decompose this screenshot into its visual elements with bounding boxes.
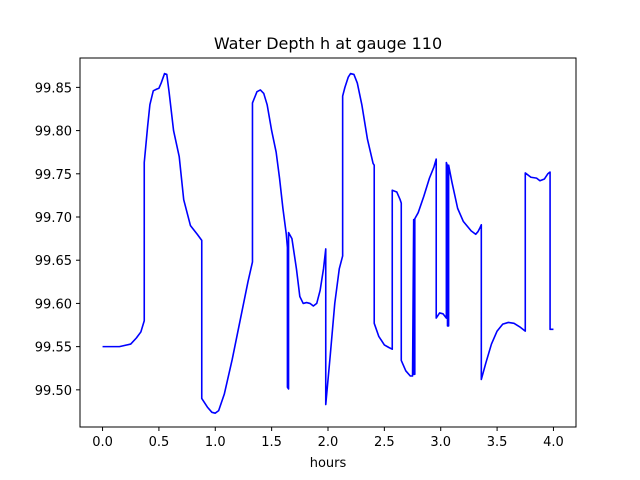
x-tick-label: 2.5 [374, 435, 395, 450]
x-axis: 0.0 0.5 1.0 1.5 2.0 2.5 3.0 3.5 4.0 [92, 427, 564, 450]
x-axis-label: hours [310, 456, 347, 471]
x-tick-label: 3.0 [430, 435, 451, 450]
plot-border [79, 57, 577, 428]
x-tick-label: 4.0 [543, 435, 564, 450]
plot-area [80, 58, 576, 427]
x-tick-label: 3.5 [487, 435, 508, 450]
x-tick-label: 1.0 [205, 435, 226, 450]
y-tick-label: 99.50 [35, 384, 72, 399]
y-tick-label: 99.85 [35, 81, 72, 96]
y-tick-label: 99.75 [35, 168, 72, 183]
y-tick-label: 99.55 [35, 341, 72, 356]
x-tick-label: 1.5 [261, 435, 282, 450]
series-line [102, 72, 554, 414]
x-tick-label: 0.5 [149, 435, 170, 450]
y-tick-label: 99.70 [35, 211, 72, 226]
y-axis: 99.50 99.55 99.60 99.65 99.70 99.75 99.80 99.85 [35, 81, 80, 399]
chart-title: Water Depth h at gauge 110 [214, 34, 442, 53]
y-tick-label: 99.80 [35, 125, 72, 140]
x-tick-label: 0.0 [92, 435, 113, 450]
y-tick-label: 99.65 [35, 254, 72, 269]
x-tick-label: 2.0 [318, 435, 339, 450]
y-tick-label: 99.60 [35, 297, 72, 312]
